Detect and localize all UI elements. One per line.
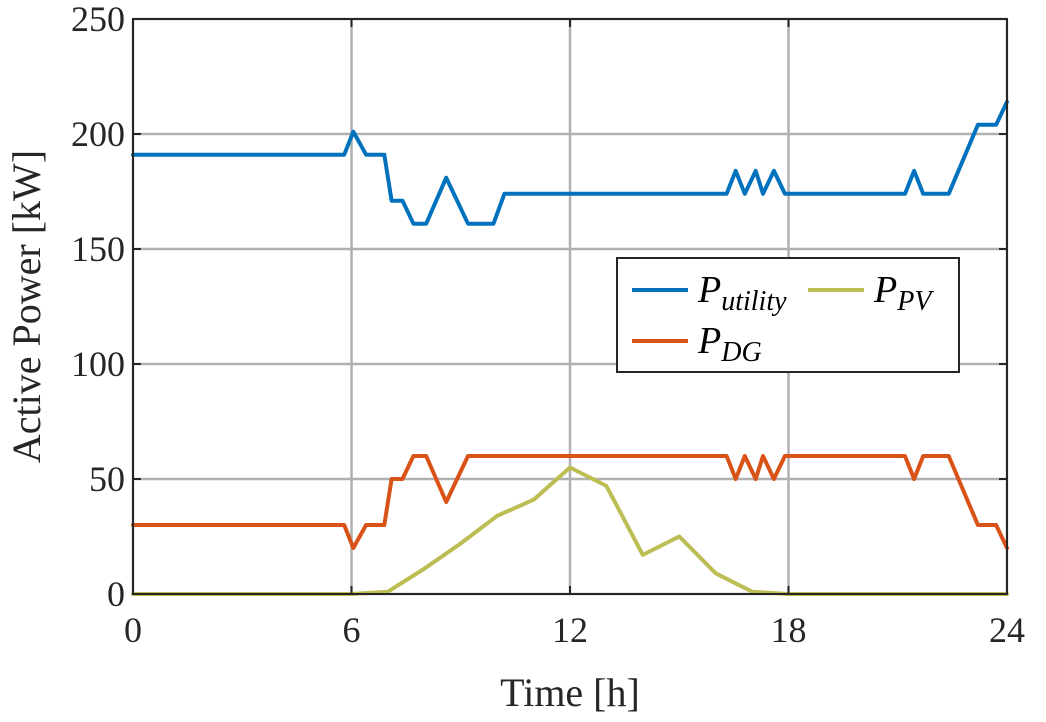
y-tick-label-200: 200 <box>71 114 125 154</box>
x-tick-label-12: 12 <box>552 610 588 650</box>
series-line-p-pv <box>131 465 1009 596</box>
x-axis-label: Time [h] <box>500 670 640 715</box>
series-lines <box>131 99 1009 596</box>
legend-label-p-dg: PDG <box>697 320 762 368</box>
legend-label-p-utility: Putility <box>697 269 787 317</box>
y-axis-label: Active Power [kW] <box>4 150 49 463</box>
x-tick-label-24: 24 <box>989 610 1025 650</box>
y-tick-label-0: 0 <box>107 574 125 614</box>
y-tick-label-100: 100 <box>71 344 125 384</box>
series-line-p-dg <box>131 454 1009 550</box>
legend-label-p-pv: PPV <box>873 269 934 317</box>
axis-ticks: 0 6 12 18 24 0 50 100 150 200 250 <box>71 0 1025 650</box>
y-tick-label-50: 50 <box>89 459 125 499</box>
y-tick-label-150: 150 <box>71 229 125 269</box>
legend-box <box>616 257 960 373</box>
x-tick-label-6: 6 <box>343 610 361 650</box>
series-line-p-utility <box>131 99 1009 226</box>
x-tick-label-0: 0 <box>124 610 142 650</box>
x-tick-label-18: 18 <box>771 610 807 650</box>
y-tick-label-250: 250 <box>71 0 125 39</box>
